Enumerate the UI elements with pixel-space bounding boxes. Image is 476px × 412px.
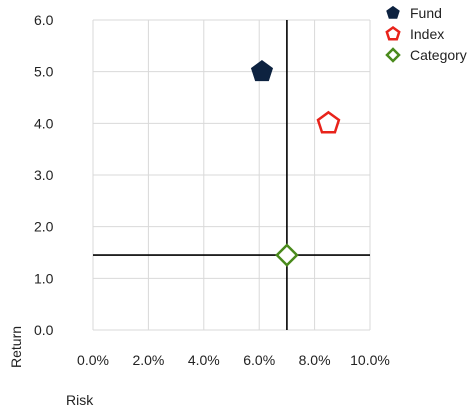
tick-labels: 0.0% 2.0% 4.0% 6.0% 8.0% 10.0% 0.0 1.0 2.0 3.0 4.0… — [34, 12, 390, 368]
x-tick-label: 10.0% — [350, 352, 390, 368]
data-point-fund — [250, 60, 274, 82]
reference-lines — [93, 20, 370, 330]
x-tick-label: 4.0% — [188, 352, 220, 368]
legend-marker-index — [385, 25, 401, 41]
y-tick-label: 1.0 — [34, 270, 54, 286]
legend-label-fund: Fund — [410, 5, 442, 21]
y-tick-label: 5.0 — [34, 64, 54, 80]
y-tick-label: 4.0 — [34, 115, 54, 131]
y-tick-label: 0.0 — [34, 322, 54, 338]
y-tick-label: 6.0 — [34, 12, 54, 28]
legend-label-category: Category — [410, 47, 467, 63]
x-tick-label: 2.0% — [132, 352, 164, 368]
y-tick-label: 3.0 — [34, 167, 54, 183]
legend: Fund Index Category — [385, 5, 467, 63]
x-tick-label: 6.0% — [243, 352, 275, 368]
data-points — [250, 60, 341, 267]
legend-marker-category — [385, 47, 401, 63]
data-point-index — [316, 110, 341, 134]
legend-label-index: Index — [410, 26, 444, 42]
x-tick-label: 0.0% — [77, 352, 109, 368]
legend-marker-fund — [386, 5, 400, 19]
x-axis-title: Risk — [66, 392, 94, 408]
y-axis-title: Return — [8, 326, 24, 368]
data-point-category — [275, 243, 299, 267]
grid — [92, 19, 371, 331]
x-tick-label: 8.0% — [299, 352, 331, 368]
y-tick-label: 2.0 — [34, 219, 54, 235]
